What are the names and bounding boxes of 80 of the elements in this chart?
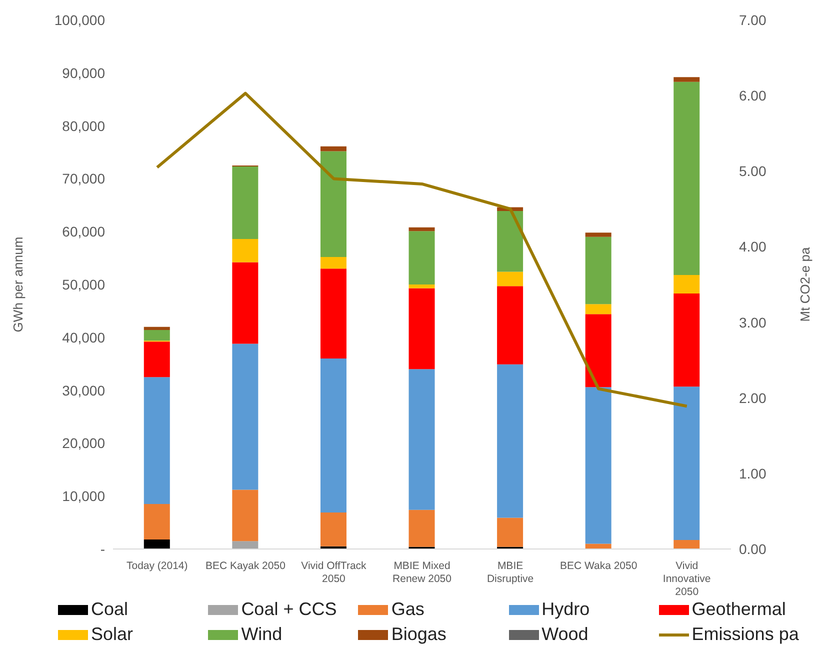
bar bbox=[408, 288, 435, 370]
x-tick-label: Today (2014) bbox=[126, 560, 188, 572]
bar bbox=[144, 504, 170, 540]
bar bbox=[585, 314, 612, 388]
bar bbox=[585, 236, 612, 304]
y-axis-title: GWh per annum bbox=[10, 236, 26, 332]
y-tick-label: 100,000 bbox=[54, 12, 106, 28]
bar bbox=[408, 369, 435, 510]
y-tick-label: 30,000 bbox=[62, 382, 106, 398]
x-tick-label: BEC Kayak 2050 bbox=[205, 560, 286, 572]
y-tick-label: 40,000 bbox=[62, 329, 106, 346]
y2-tick-label: 0.00 bbox=[739, 540, 766, 557]
y-tick-label: 10,000 bbox=[62, 488, 106, 504]
y2-tick-label: 4.00 bbox=[739, 238, 766, 255]
bar bbox=[144, 377, 170, 504]
bar bbox=[408, 510, 435, 547]
bar bbox=[674, 540, 700, 549]
y2-tick-label: 5.00 bbox=[739, 163, 766, 180]
y-tick-label: 80,000 bbox=[62, 118, 106, 134]
bar bbox=[232, 541, 258, 549]
legend-label: Emissions pa bbox=[692, 624, 799, 645]
bar bbox=[497, 364, 524, 518]
y-tick-label: - bbox=[100, 540, 106, 557]
y2-tick-label: 3.00 bbox=[739, 314, 766, 330]
bar bbox=[674, 82, 700, 275]
legend-label: Wood bbox=[542, 624, 588, 645]
bar bbox=[497, 272, 524, 286]
bar bbox=[585, 304, 612, 314]
bar bbox=[320, 151, 346, 257]
bar bbox=[497, 210, 524, 272]
bar bbox=[320, 512, 346, 546]
x-tick-label: Vivid Innovative 2050 bbox=[662, 560, 711, 598]
bar bbox=[320, 268, 346, 359]
x-tick-label: BEC Waka 2050 bbox=[560, 560, 638, 572]
x-tick-label: Vivid OffTrack 2050 bbox=[301, 560, 368, 585]
legend-label: Coal bbox=[91, 599, 128, 620]
bar bbox=[232, 239, 258, 262]
bar bbox=[144, 330, 170, 341]
bar bbox=[674, 274, 700, 294]
bar bbox=[144, 326, 170, 330]
bar bbox=[408, 227, 435, 232]
x-tick-label: MBIE Disruptive bbox=[486, 560, 534, 585]
y2-tick-label: 2.00 bbox=[739, 390, 766, 406]
bar bbox=[232, 344, 258, 490]
legend-label: Gas bbox=[391, 599, 424, 620]
legend-label: Coal + CCS bbox=[241, 599, 337, 620]
bar bbox=[408, 284, 435, 288]
legend-label: Hydro bbox=[542, 599, 590, 620]
line-series bbox=[156, 92, 688, 408]
bar bbox=[320, 146, 346, 152]
y-tick-label: 60,000 bbox=[62, 224, 106, 240]
bar bbox=[320, 256, 346, 269]
legend-label: Geothermal bbox=[692, 599, 786, 620]
bar bbox=[585, 544, 612, 549]
y-tick-label: 70,000 bbox=[62, 170, 106, 187]
bar bbox=[674, 293, 700, 387]
x-tick-label: MBIE Mixed Renew 2050 bbox=[392, 560, 452, 585]
legend-label: Solar bbox=[91, 624, 134, 645]
bar bbox=[320, 358, 346, 512]
y2-tick-label: 6.00 bbox=[739, 88, 766, 104]
y2-tick-label: 7.00 bbox=[739, 12, 766, 28]
bar bbox=[497, 518, 524, 547]
legend-label: Wind bbox=[241, 624, 282, 645]
y2-axis-title: Mt CO2-e pa bbox=[798, 246, 813, 322]
bar bbox=[674, 77, 700, 82]
bar bbox=[232, 490, 258, 542]
bar bbox=[408, 231, 435, 284]
y-tick-label: 20,000 bbox=[62, 435, 106, 452]
y-tick-label: 90,000 bbox=[62, 64, 106, 81]
bar bbox=[497, 286, 524, 364]
bar bbox=[144, 539, 170, 549]
bar bbox=[674, 386, 700, 540]
bar bbox=[585, 387, 612, 544]
bar bbox=[585, 232, 612, 237]
y-tick-label: 50,000 bbox=[62, 276, 106, 292]
bar bbox=[232, 166, 258, 240]
bar bbox=[144, 342, 170, 378]
bar bbox=[232, 262, 258, 344]
legend-label: Biogas bbox=[391, 624, 446, 645]
y2-tick-label: 1.00 bbox=[739, 465, 766, 482]
